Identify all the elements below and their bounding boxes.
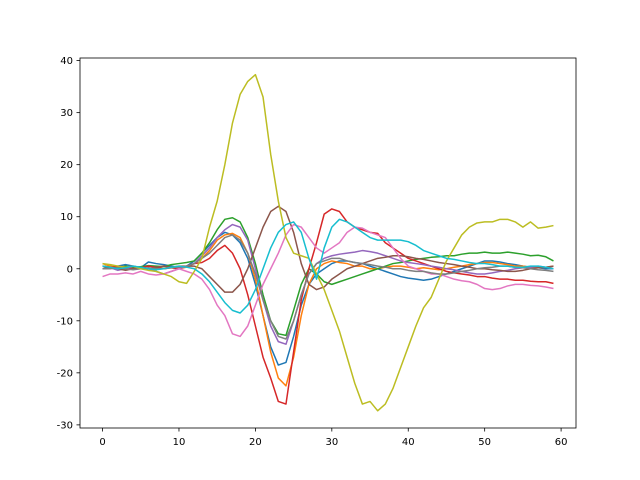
- y-tick-label: 20: [60, 160, 73, 171]
- x-tick-label: 40: [402, 437, 415, 448]
- series-line: [102, 223, 554, 345]
- y-tick-label: -30: [57, 420, 73, 431]
- series-line: [102, 218, 554, 314]
- y-tick-label: -20: [57, 368, 73, 379]
- x-tick-label: 0: [99, 437, 105, 448]
- series-line: [102, 232, 554, 387]
- plot-frame: [79, 57, 577, 429]
- x-tick-label: 20: [249, 437, 262, 448]
- series-line: [102, 234, 554, 340]
- x-tick-label: 30: [325, 437, 338, 448]
- series-line: [102, 73, 554, 412]
- x-tick-label: 50: [478, 437, 491, 448]
- series-line: [102, 223, 554, 338]
- y-tick-label: 10: [60, 212, 73, 223]
- y-tick-label: -10: [57, 316, 73, 327]
- x-tick-label: 10: [173, 437, 186, 448]
- series-group: [102, 73, 554, 412]
- y-tick-label: 40: [60, 56, 73, 67]
- y-tick-label: 30: [60, 108, 73, 119]
- x-tick-label: 60: [555, 437, 568, 448]
- series-line: [102, 205, 554, 293]
- y-tick-label: 0: [67, 264, 73, 275]
